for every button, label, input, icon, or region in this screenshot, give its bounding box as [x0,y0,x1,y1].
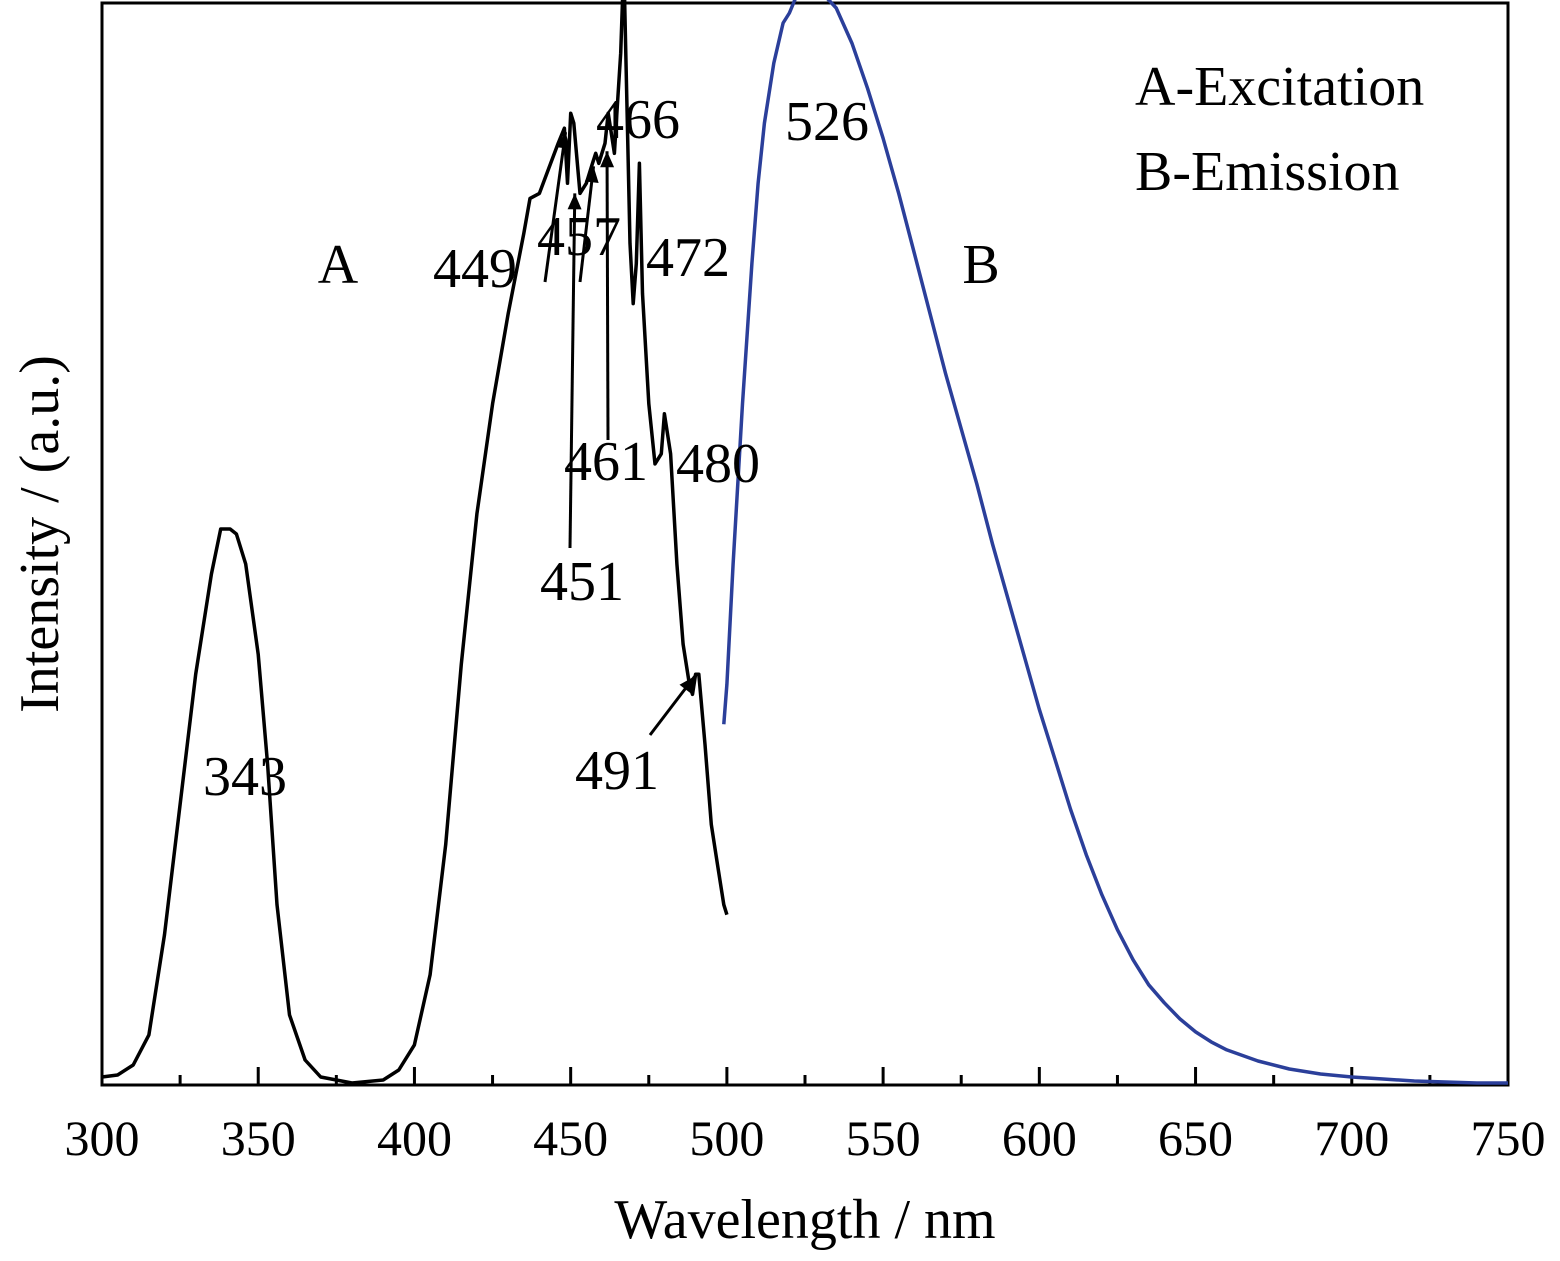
x-tick-label: 700 [1314,1110,1389,1166]
curve-label-a: A [318,234,359,296]
x-tick-label: 600 [1002,1110,1077,1166]
peak-label-472: 472 [646,227,730,289]
x-tick-label: 750 [1471,1110,1546,1166]
y-axis-title: Intensity / (a.u.) [9,355,71,713]
x-axis-tick-labels: 300 350 400 450 500 550 600 650 700 750 [65,1110,1546,1166]
emission-spectrum-line [722,0,1508,1085]
curve-label-b: B [962,234,999,296]
x-tick-label: 400 [377,1110,452,1166]
peak-annotations: 343 449 457 466 472 461 480 451 491 526 A B [203,89,1000,808]
x-tick-label: 500 [689,1110,764,1166]
arrow-491-head [679,676,695,694]
x-tick-label: 550 [846,1110,921,1166]
peak-label-449: 449 [433,238,517,300]
peak-label-491: 491 [575,740,659,802]
x-axis-title: Wavelength / nm [614,1189,995,1251]
arrow-461-head [600,151,615,168]
excitation-spectrum-line [101,0,729,1085]
x-axis-ticks [100,1067,1510,1085]
peak-label-526: 526 [785,91,869,153]
arrow-449 [543,132,568,283]
peak-label-466: 466 [596,89,680,151]
arrow-451-head [567,193,582,210]
arrow-457 [578,166,596,283]
x-tick-label: 300 [65,1110,140,1166]
legend-entry-emission: B-Emission [1135,141,1399,203]
arrow-449-head [556,132,571,150]
annotation-arrows [543,132,696,736]
series-layer [101,0,1508,1085]
legend: A-Excitation B-Emission [1135,56,1424,203]
arrow-451 [568,193,577,549]
arrow-457-head [584,166,599,184]
arrow-461 [605,151,610,441]
peak-label-343: 343 [203,746,287,808]
x-tick-label: 450 [533,1110,608,1166]
peak-label-451: 451 [540,551,624,613]
peak-label-461: 461 [564,431,648,493]
x-tick-label: 650 [1158,1110,1233,1166]
legend-entry-excitation: A-Excitation [1135,56,1424,118]
peak-label-480: 480 [676,433,760,495]
x-tick-label: 350 [221,1110,296,1166]
peak-label-457: 457 [537,206,621,268]
